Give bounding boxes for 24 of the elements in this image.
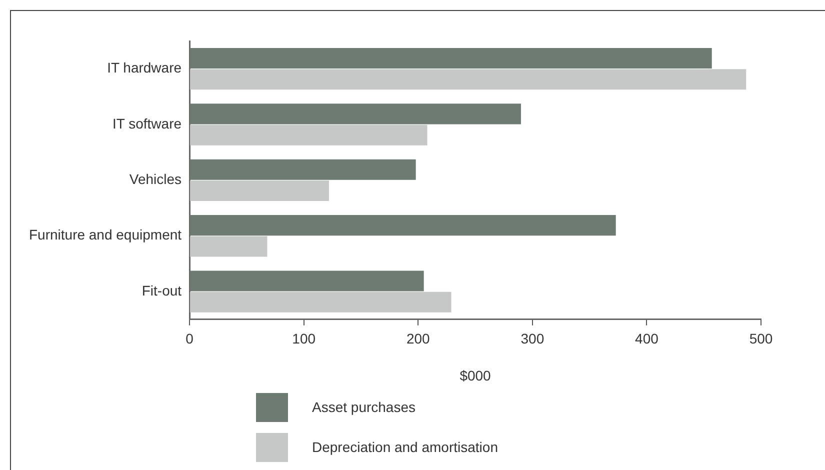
- bar: [190, 69, 746, 90]
- legend-label: Asset purchases: [312, 399, 416, 415]
- y-tick-label: Vehicles: [129, 171, 182, 188]
- bar: [190, 104, 521, 124]
- x-tick-label: 0: [186, 330, 194, 347]
- x-tick-label: 100: [292, 330, 316, 347]
- bar: [190, 236, 268, 257]
- x-tick-label: 500: [749, 330, 773, 347]
- y-tick-label: IT hardware: [107, 60, 182, 76]
- bar: [190, 159, 416, 180]
- bar: [190, 180, 329, 202]
- y-tick-label: IT software: [112, 115, 182, 132]
- y-tick-label: Furniture and equipment: [28, 226, 182, 243]
- x-tick-label: 400: [635, 330, 659, 347]
- legend-label: Depreciation and amortisation: [312, 439, 498, 455]
- bar: [190, 292, 452, 312]
- y-tick-label: Fit-out: [142, 282, 182, 298]
- bar: [190, 270, 424, 292]
- x-axis-title: $000: [460, 367, 492, 384]
- bar: [190, 124, 428, 146]
- bar: [190, 215, 616, 236]
- x-tick-label: 200: [406, 330, 430, 347]
- bar: [190, 48, 712, 69]
- x-tick-label: 300: [520, 330, 544, 347]
